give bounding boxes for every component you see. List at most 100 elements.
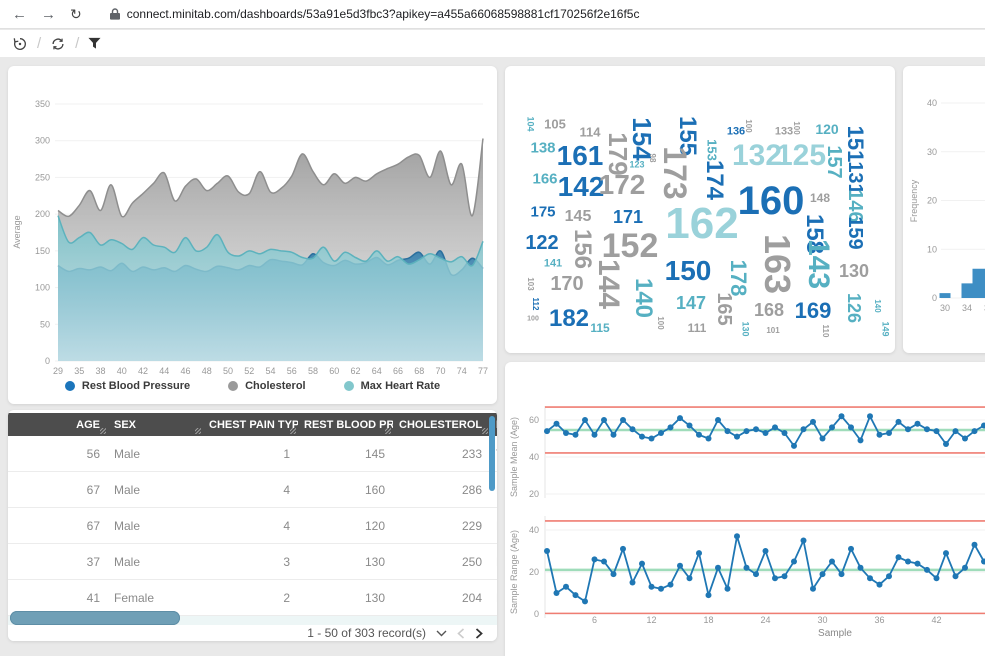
table-row[interactable]: 41Female2130204Fa (8, 579, 497, 616)
prev-page-icon[interactable] (457, 627, 465, 639)
table-cell: 3 (203, 543, 298, 580)
word-cloud-number[interactable]: 172 (598, 169, 646, 200)
word-cloud-number[interactable]: 162 (665, 199, 739, 248)
word-cloud-number[interactable]: 161 (556, 140, 604, 171)
word-cloud-number[interactable]: 173 (657, 146, 693, 200)
word-cloud-number[interactable]: 149 (880, 321, 891, 337)
table-cell: 4 (203, 507, 298, 544)
xbar-r-chart[interactable]: 20 40 60 Sample Mean (Age) 0 20 40 Sample Range… (505, 362, 985, 656)
column-header[interactable]: AGE (8, 413, 108, 436)
word-cloud-number[interactable]: 125 (775, 139, 827, 172)
word-cloud-number[interactable]: 140 (873, 299, 882, 313)
word-cloud-number[interactable]: 160 (737, 179, 805, 223)
word-cloud-number[interactable]: 143 (802, 238, 835, 290)
word-cloud-number[interactable]: 136 (726, 125, 746, 138)
next-page-icon[interactable] (475, 627, 483, 639)
table-row[interactable]: 37Male3130250Fa (8, 543, 497, 580)
word-cloud-number[interactable]: 144 (592, 258, 625, 310)
word-cloud-number[interactable]: 171 (612, 207, 644, 227)
word-cloud-number[interactable]: 147 (675, 293, 707, 313)
reload-icon[interactable]: ↻ (70, 6, 82, 22)
word-cloud-number[interactable]: 126 (844, 292, 864, 324)
word-cloud-number[interactable]: 103 (526, 277, 535, 291)
word-cloud[interactable]: 105 104 114 138 161 179 154 123 98 166 142 172 155 17… (505, 66, 895, 353)
word-cloud-number[interactable]: 130 (838, 261, 870, 281)
word-cloud-number[interactable]: 159 (844, 216, 866, 250)
word-cloud-number[interactable]: 153 (704, 139, 720, 161)
table-row[interactable]: 56Male1145233Tr (8, 436, 497, 472)
word-cloud-number[interactable]: 141 (543, 257, 563, 270)
word-cloud-number[interactable]: 100 (656, 316, 665, 330)
column-header[interactable]: CHOLESTEROL (393, 413, 490, 436)
panel-histogram: 0 10 20 30 40 Frequency 30 34 38 (903, 66, 985, 353)
word-cloud-number[interactable]: 156 (569, 228, 596, 270)
legend-item[interactable]: Rest Blood Pressure (64, 380, 190, 392)
horizontal-scrollbar[interactable] (10, 611, 180, 625)
control-chart-r-chart: 0 20 40 Sample Range (Age) 6 12 18 24 30 36 42 Samp… (509, 516, 985, 639)
vertical-scrollbar[interactable] (489, 416, 495, 491)
word-cloud-number[interactable]: 100 (792, 121, 801, 135)
word-cloud-number[interactable]: 115 (590, 321, 610, 335)
word-cloud-number[interactable]: 123 (629, 159, 645, 170)
word-cloud-number[interactable]: 133 (774, 125, 794, 138)
browser-chrome: ← → ↻ connect.minitab.com/dashboards/53a… (0, 0, 985, 29)
word-cloud-number[interactable]: 100 (527, 315, 539, 323)
word-cloud-number[interactable]: 140 (630, 277, 657, 319)
word-cloud-number[interactable]: 104 (525, 116, 536, 132)
word-cloud-number[interactable]: 105 (544, 116, 566, 132)
word-cloud-number[interactable]: 122 (525, 232, 559, 254)
column-header[interactable]: REST BLOOD PRESS... (298, 413, 393, 436)
svg-text:42: 42 (931, 615, 941, 625)
word-cloud-number[interactable]: 120 (815, 121, 839, 137)
legend-item[interactable]: Max Heart Rate (343, 380, 440, 392)
word-cloud-number[interactable]: 132 (731, 139, 783, 172)
back-icon[interactable]: ← (12, 5, 27, 23)
word-cloud-number[interactable]: 157 (823, 145, 845, 179)
word-cloud-number[interactable]: 152 (601, 227, 659, 265)
word-cloud-number[interactable]: 168 (753, 300, 785, 320)
forward-icon[interactable]: → (41, 5, 56, 23)
column-header[interactable]: SEX (108, 413, 203, 436)
word-cloud-number[interactable]: 114 (579, 124, 601, 140)
word-cloud-number[interactable]: 112 (531, 297, 540, 311)
address-bar[interactable]: connect.minitab.com/dashboards/53a91e5d3… (109, 7, 639, 21)
word-cloud-number[interactable]: 165 (713, 292, 735, 326)
word-cloud-number[interactable]: 138 (530, 139, 556, 157)
word-cloud-number[interactable]: 166 (532, 170, 558, 188)
chevron-down-icon[interactable] (436, 630, 447, 637)
svg-text:60: 60 (329, 366, 339, 376)
word-cloud-number[interactable]: 151 (843, 125, 868, 163)
word-cloud-number[interactable]: 98 (648, 153, 657, 163)
table-cell: Fa (490, 579, 497, 616)
table-row[interactable]: 67Male4120229Fa (8, 507, 497, 544)
area-chart[interactable]: 0 50 100 150 200 250 300 350 Average 29 35 38 40 42 44… (8, 66, 497, 378)
svg-text:250: 250 (35, 172, 50, 182)
word-cloud-number[interactable]: 148 (809, 191, 831, 205)
word-cloud-number[interactable]: 174 (701, 159, 728, 201)
column-header[interactable]: CHEST PAIN TYPE (203, 413, 298, 436)
history-icon[interactable] (12, 36, 28, 52)
word-cloud-number[interactable]: 110 (821, 324, 830, 338)
word-cloud-number[interactable]: 150 (664, 255, 712, 286)
table-row[interactable]: 67Male4160286Fa (8, 471, 497, 508)
word-cloud-number[interactable]: 145 (564, 208, 592, 225)
word-cloud-number[interactable]: 170 (550, 273, 584, 295)
word-cloud-number[interactable]: 111 (687, 321, 707, 335)
word-cloud-number[interactable]: 182 (548, 305, 590, 332)
refresh-icon[interactable] (50, 36, 66, 52)
word-cloud-number[interactable]: 101 (766, 326, 780, 335)
word-cloud-number[interactable]: 163 (757, 233, 798, 295)
legend-item[interactable]: Cholesterol (228, 380, 306, 392)
word-cloud-number[interactable]: 169 (794, 298, 832, 323)
word-cloud-number[interactable]: 100 (744, 119, 753, 133)
word-cloud-number[interactable]: 130 (740, 321, 751, 337)
word-cloud-number[interactable]: 178 (726, 259, 751, 297)
filter-icon[interactable] (88, 37, 101, 50)
svg-text:60: 60 (529, 415, 539, 425)
svg-text:30: 30 (817, 615, 827, 625)
word-cloud-number[interactable]: 175 (530, 203, 556, 221)
table-cell: Male (108, 543, 203, 580)
word-cloud-number[interactable]: 142 (557, 171, 605, 202)
histogram-chart[interactable]: 0 10 20 30 40 Frequency 30 34 38 (903, 66, 985, 326)
